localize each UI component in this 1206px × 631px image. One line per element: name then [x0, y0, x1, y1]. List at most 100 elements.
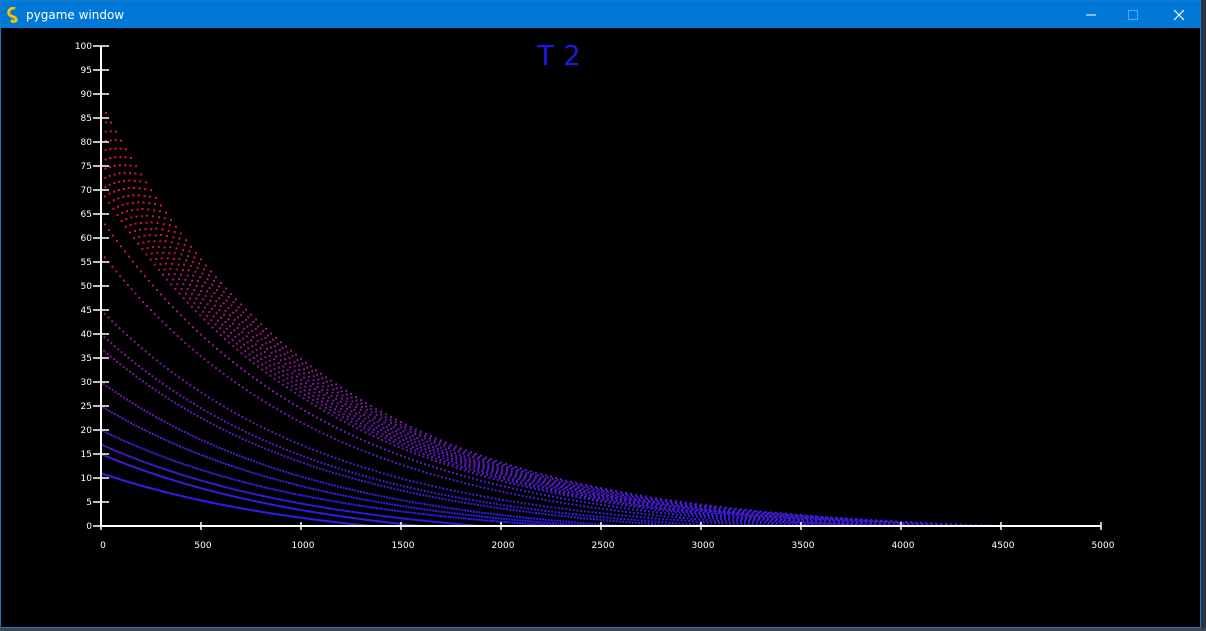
- data-point: [248, 432, 251, 435]
- data-point: [524, 502, 527, 505]
- data-point: [686, 517, 689, 520]
- data-point: [334, 484, 336, 487]
- data-point: [525, 485, 528, 488]
- data-point: [344, 509, 347, 512]
- data-point: [225, 287, 227, 290]
- series: [100, 333, 722, 527]
- data-point: [170, 218, 172, 221]
- data-point: [537, 484, 540, 487]
- data-point: [195, 284, 198, 287]
- data-point: [190, 484, 193, 487]
- data-point: [402, 464, 405, 467]
- data-point: [533, 497, 536, 500]
- data-point: [339, 486, 342, 489]
- data-point: [176, 310, 178, 313]
- data-point: [124, 225, 127, 228]
- data-point: [354, 489, 357, 492]
- data-point: [478, 500, 481, 503]
- data-point: [556, 496, 558, 499]
- data-point: [306, 486, 309, 489]
- data-point: [815, 519, 818, 522]
- data-point: [458, 523, 461, 526]
- data-point: [453, 489, 456, 492]
- data-point: [173, 252, 176, 255]
- title-bar[interactable]: pygame window: [1, 1, 1200, 28]
- data-point: [355, 406, 357, 409]
- pygame-canvas[interactable]: 0 5 10 15 20 25 30 35 40 45 50 55 60 65 70 75 80 85 90 95 10…: [1, 28, 1200, 627]
- data-point: [170, 370, 173, 373]
- data-point: [231, 495, 234, 498]
- data-point: [289, 515, 291, 518]
- data-point: [288, 357, 291, 360]
- data-point: [251, 442, 254, 445]
- data-point: [304, 385, 307, 388]
- data-point: [107, 316, 110, 319]
- data-point: [430, 442, 433, 445]
- data-point: [662, 503, 665, 506]
- data-point: [579, 504, 582, 507]
- data-point: [108, 201, 111, 204]
- data-point: [200, 289, 203, 292]
- data-point: [197, 293, 200, 296]
- data-point: [644, 513, 647, 516]
- data-point: [402, 490, 405, 493]
- data-point: [213, 414, 216, 417]
- data-point: [691, 509, 694, 512]
- data-point: [770, 519, 773, 522]
- data-point: [388, 439, 391, 442]
- data-point: [873, 523, 876, 526]
- data-point: [393, 509, 396, 512]
- data-point: [744, 518, 747, 521]
- close-button[interactable]: [1156, 1, 1202, 28]
- minimize-button[interactable]: [1068, 1, 1114, 28]
- data-point: [428, 446, 430, 449]
- maximize-button[interactable]: [1110, 1, 1156, 28]
- data-point: [802, 519, 805, 522]
- data-point: [249, 492, 252, 495]
- data-point: [309, 510, 312, 513]
- data-point: [812, 515, 815, 518]
- data-point: [231, 338, 234, 341]
- data-point: [113, 173, 116, 176]
- data-point: [440, 510, 443, 513]
- data-point: [379, 456, 382, 459]
- data-point: [184, 447, 187, 450]
- minimize-icon: [1086, 14, 1096, 15]
- data-point: [272, 390, 274, 393]
- data-point: [738, 509, 740, 512]
- data-point: [151, 215, 154, 218]
- data-point: [362, 420, 365, 423]
- data-point: [201, 487, 204, 490]
- data-point: [414, 452, 417, 455]
- data-point: [694, 507, 697, 510]
- data-point: [312, 465, 315, 468]
- data-point: [282, 370, 285, 373]
- data-point: [255, 349, 258, 352]
- data-point: [327, 454, 330, 457]
- data-point: [473, 465, 476, 468]
- data-point: [195, 351, 198, 354]
- data-point: [724, 518, 726, 521]
- data-point: [128, 442, 131, 445]
- data-point: [630, 498, 633, 501]
- y-tick-label: 40: [81, 330, 93, 340]
- data-point: [575, 496, 578, 499]
- data-point: [468, 457, 471, 460]
- data-point: [283, 353, 286, 356]
- data-point: [104, 121, 107, 124]
- data-point: [365, 402, 367, 405]
- data-point: [525, 510, 528, 513]
- data-point: [440, 439, 442, 442]
- data-point: [393, 487, 396, 490]
- data-point: [355, 420, 358, 423]
- data-point: [120, 245, 122, 248]
- data-point: [294, 501, 297, 504]
- data-point: [619, 497, 622, 500]
- x-tick-label: 2000: [492, 541, 515, 551]
- data-point: [480, 479, 482, 482]
- data-point: [212, 344, 214, 347]
- data-point: [383, 457, 386, 460]
- data-point: [139, 228, 141, 231]
- data-point: [651, 506, 654, 509]
- data-point: [640, 509, 642, 512]
